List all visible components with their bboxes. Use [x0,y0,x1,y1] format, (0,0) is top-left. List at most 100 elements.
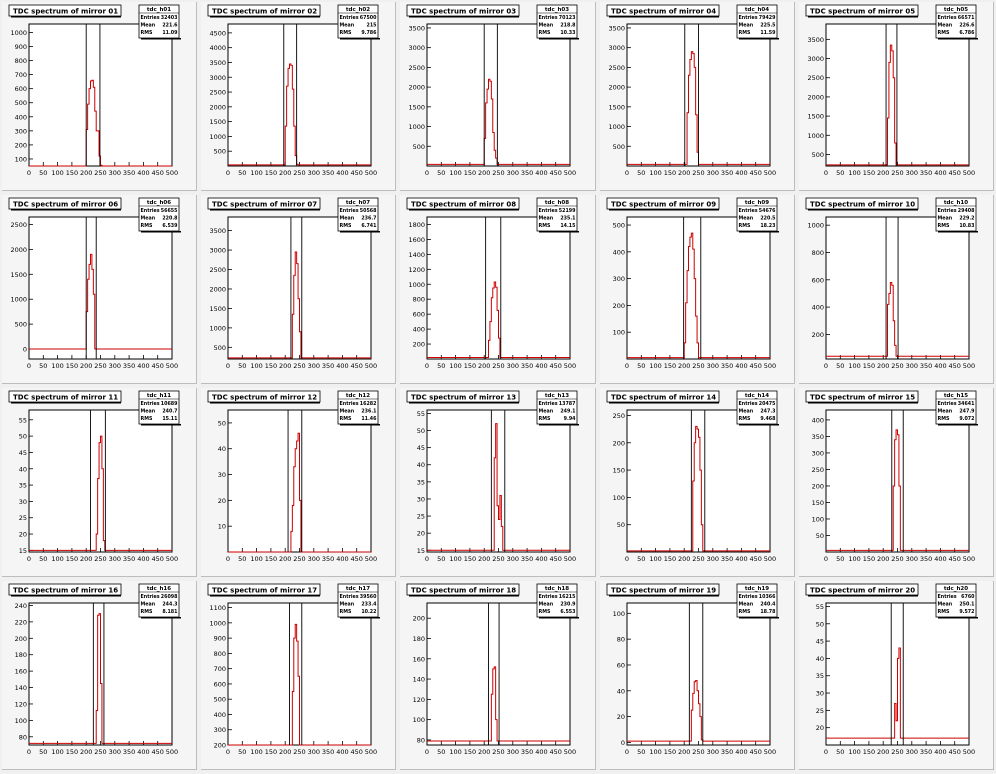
histogram-pad: 100 200 300 400 500 600 700 800 900 1000 0 50 100 150… [2,2,198,191]
x-tick-label: 500 [564,362,576,370]
stats-box: tdc_h09 Entries 54676 Mean 220.5 RMS 18.23 [736,197,779,233]
histogram-svg: 20 25 30 35 40 45 50 55 0 50 100 150 200 250 300 350 400… [805,583,978,756]
stats-shadow [937,617,978,619]
stats-value: 9.468 [760,416,776,422]
y-tick-label: 3000 [608,44,625,52]
stats-label: Mean [738,409,753,415]
stats-value: 230.9 [561,602,577,608]
y-tick-label: 1000 [409,123,426,131]
y-tick-label: 55 [417,410,425,418]
stats-shadow [141,231,181,233]
x-tick-label: 350 [720,555,732,563]
y-tick-label: 3500 [807,36,824,44]
stats-box: tdc_h01 Entries 32403 Mean 221.6 RMS 11.09 [138,4,181,40]
stats-box: tdc_h02 Entries 67500 Mean 215 RMS 9.786 [337,4,381,40]
y-tick-label: 200 [15,141,27,149]
x-tick-label: 300 [308,169,320,177]
stats-value: 250.1 [959,602,974,608]
stats-label: Mean [340,23,355,29]
x-tick-label: 250 [94,748,106,756]
x-tick-label: 250 [94,169,106,177]
x-tick-label: 100 [51,748,63,756]
y-tick-label: 1500 [10,271,27,279]
histogram-pad: 20 25 30 35 40 45 50 55 0 50 100 150 200 250 300 350 400… [798,581,994,770]
x-tick-label: 150 [464,169,476,177]
stats-value: 229.2 [959,216,974,222]
y-tick-label: 0 [23,346,27,354]
x-tick-label: 500 [963,169,975,177]
y-tick-label: 40 [218,445,226,453]
x-tick-label: 500 [166,555,178,563]
stats-shadow [539,617,580,619]
title-box: TDC spectrum of mirror 02 [207,4,321,18]
plot-frame [426,409,571,553]
y-tick-label: 10 [218,523,226,531]
title-shadow [210,402,321,404]
y-tick-label: 200 [413,615,425,623]
stats-label: Entries [738,208,757,214]
stats-value: 6.741 [362,223,377,229]
x-tick-label: 300 [706,362,718,370]
x-tick-label: 500 [166,362,178,370]
stats-frame [536,4,578,39]
stats-value: 29408 [958,208,975,214]
histogram-svg: 0 500 1000 1500 2000 2500 0 50 100 150 200 250 300 35… [8,197,181,370]
y-tick-label: 700 [15,71,27,79]
x-tick-label: 250 [692,169,704,177]
x-tick-label: 200 [877,748,889,756]
histogram-line [29,613,172,744]
title-shadow [11,16,121,18]
stats-value: 10.33 [561,30,576,36]
stats-value: 32403 [161,15,178,21]
stats-label: Mean [141,23,156,29]
x-tick-label: 0 [425,555,429,563]
stats-label: Mean [738,23,753,29]
title-box: TDC spectrum of mirror 05 [805,4,919,18]
stats-label: Mean [340,602,355,608]
histogram-pad: 80 100 120 140 160 180 200 220 240 0 50 100 150 200 25… [2,581,198,770]
stats-value: 215 [367,23,377,29]
y-tick-label: 220 [15,618,27,626]
y-tick-label: 600 [214,680,226,688]
stats-label: RMS [937,30,949,36]
title-box: TDC spectrum of mirror 12 [207,390,321,404]
x-tick-label: 200 [279,555,291,563]
histogram-pad: 80 100 120 140 160 180 200 0 50 100 150 200 250 300 35… [400,581,596,770]
stats-label: RMS [539,223,551,229]
stats-frame [536,390,578,425]
histogram-title: TDC spectrum of mirror 16 [13,587,118,595]
stats-value: 220.8 [162,216,178,222]
plot-frame [626,602,771,746]
histogram-svg: 500 1000 1500 2000 2500 3000 3500 4000 4500 0 50 10… [207,4,381,177]
y-tick-label: 100 [612,494,624,502]
stats-value: 52199 [559,208,576,214]
stats-shadow [141,38,181,40]
histogram-title: TDC spectrum of mirror 01 [13,8,118,16]
x-tick-label: 400 [137,362,149,370]
stats-name: tdc_h12 [346,393,370,399]
y-tick-label: 1000 [210,619,227,627]
stats-label: Mean [141,409,156,415]
y-tick-label: 20 [218,497,226,505]
x-tick-label: 300 [905,169,917,177]
stats-value: 240.7 [162,409,177,415]
x-tick-label: 300 [109,748,121,756]
y-tick-label: 500 [15,99,27,107]
x-tick-label: 250 [493,555,505,563]
y-tick-label: 500 [612,222,624,230]
x-tick-label: 200 [478,555,490,563]
stats-shadow [141,617,181,619]
x-tick-label: 200 [80,169,92,177]
title-shadow [409,402,520,404]
x-tick-label: 300 [706,748,718,756]
stats-value: 9.572 [959,609,974,615]
y-tick-label: 30 [19,498,27,506]
x-tick-label: 500 [365,748,377,756]
stats-shadow [738,424,779,426]
x-tick-label: 250 [891,362,903,370]
y-tick-label: 20 [417,530,425,538]
stats-label: RMS [539,416,551,422]
y-tick-label: 400 [811,416,823,424]
histogram-line [626,51,770,165]
